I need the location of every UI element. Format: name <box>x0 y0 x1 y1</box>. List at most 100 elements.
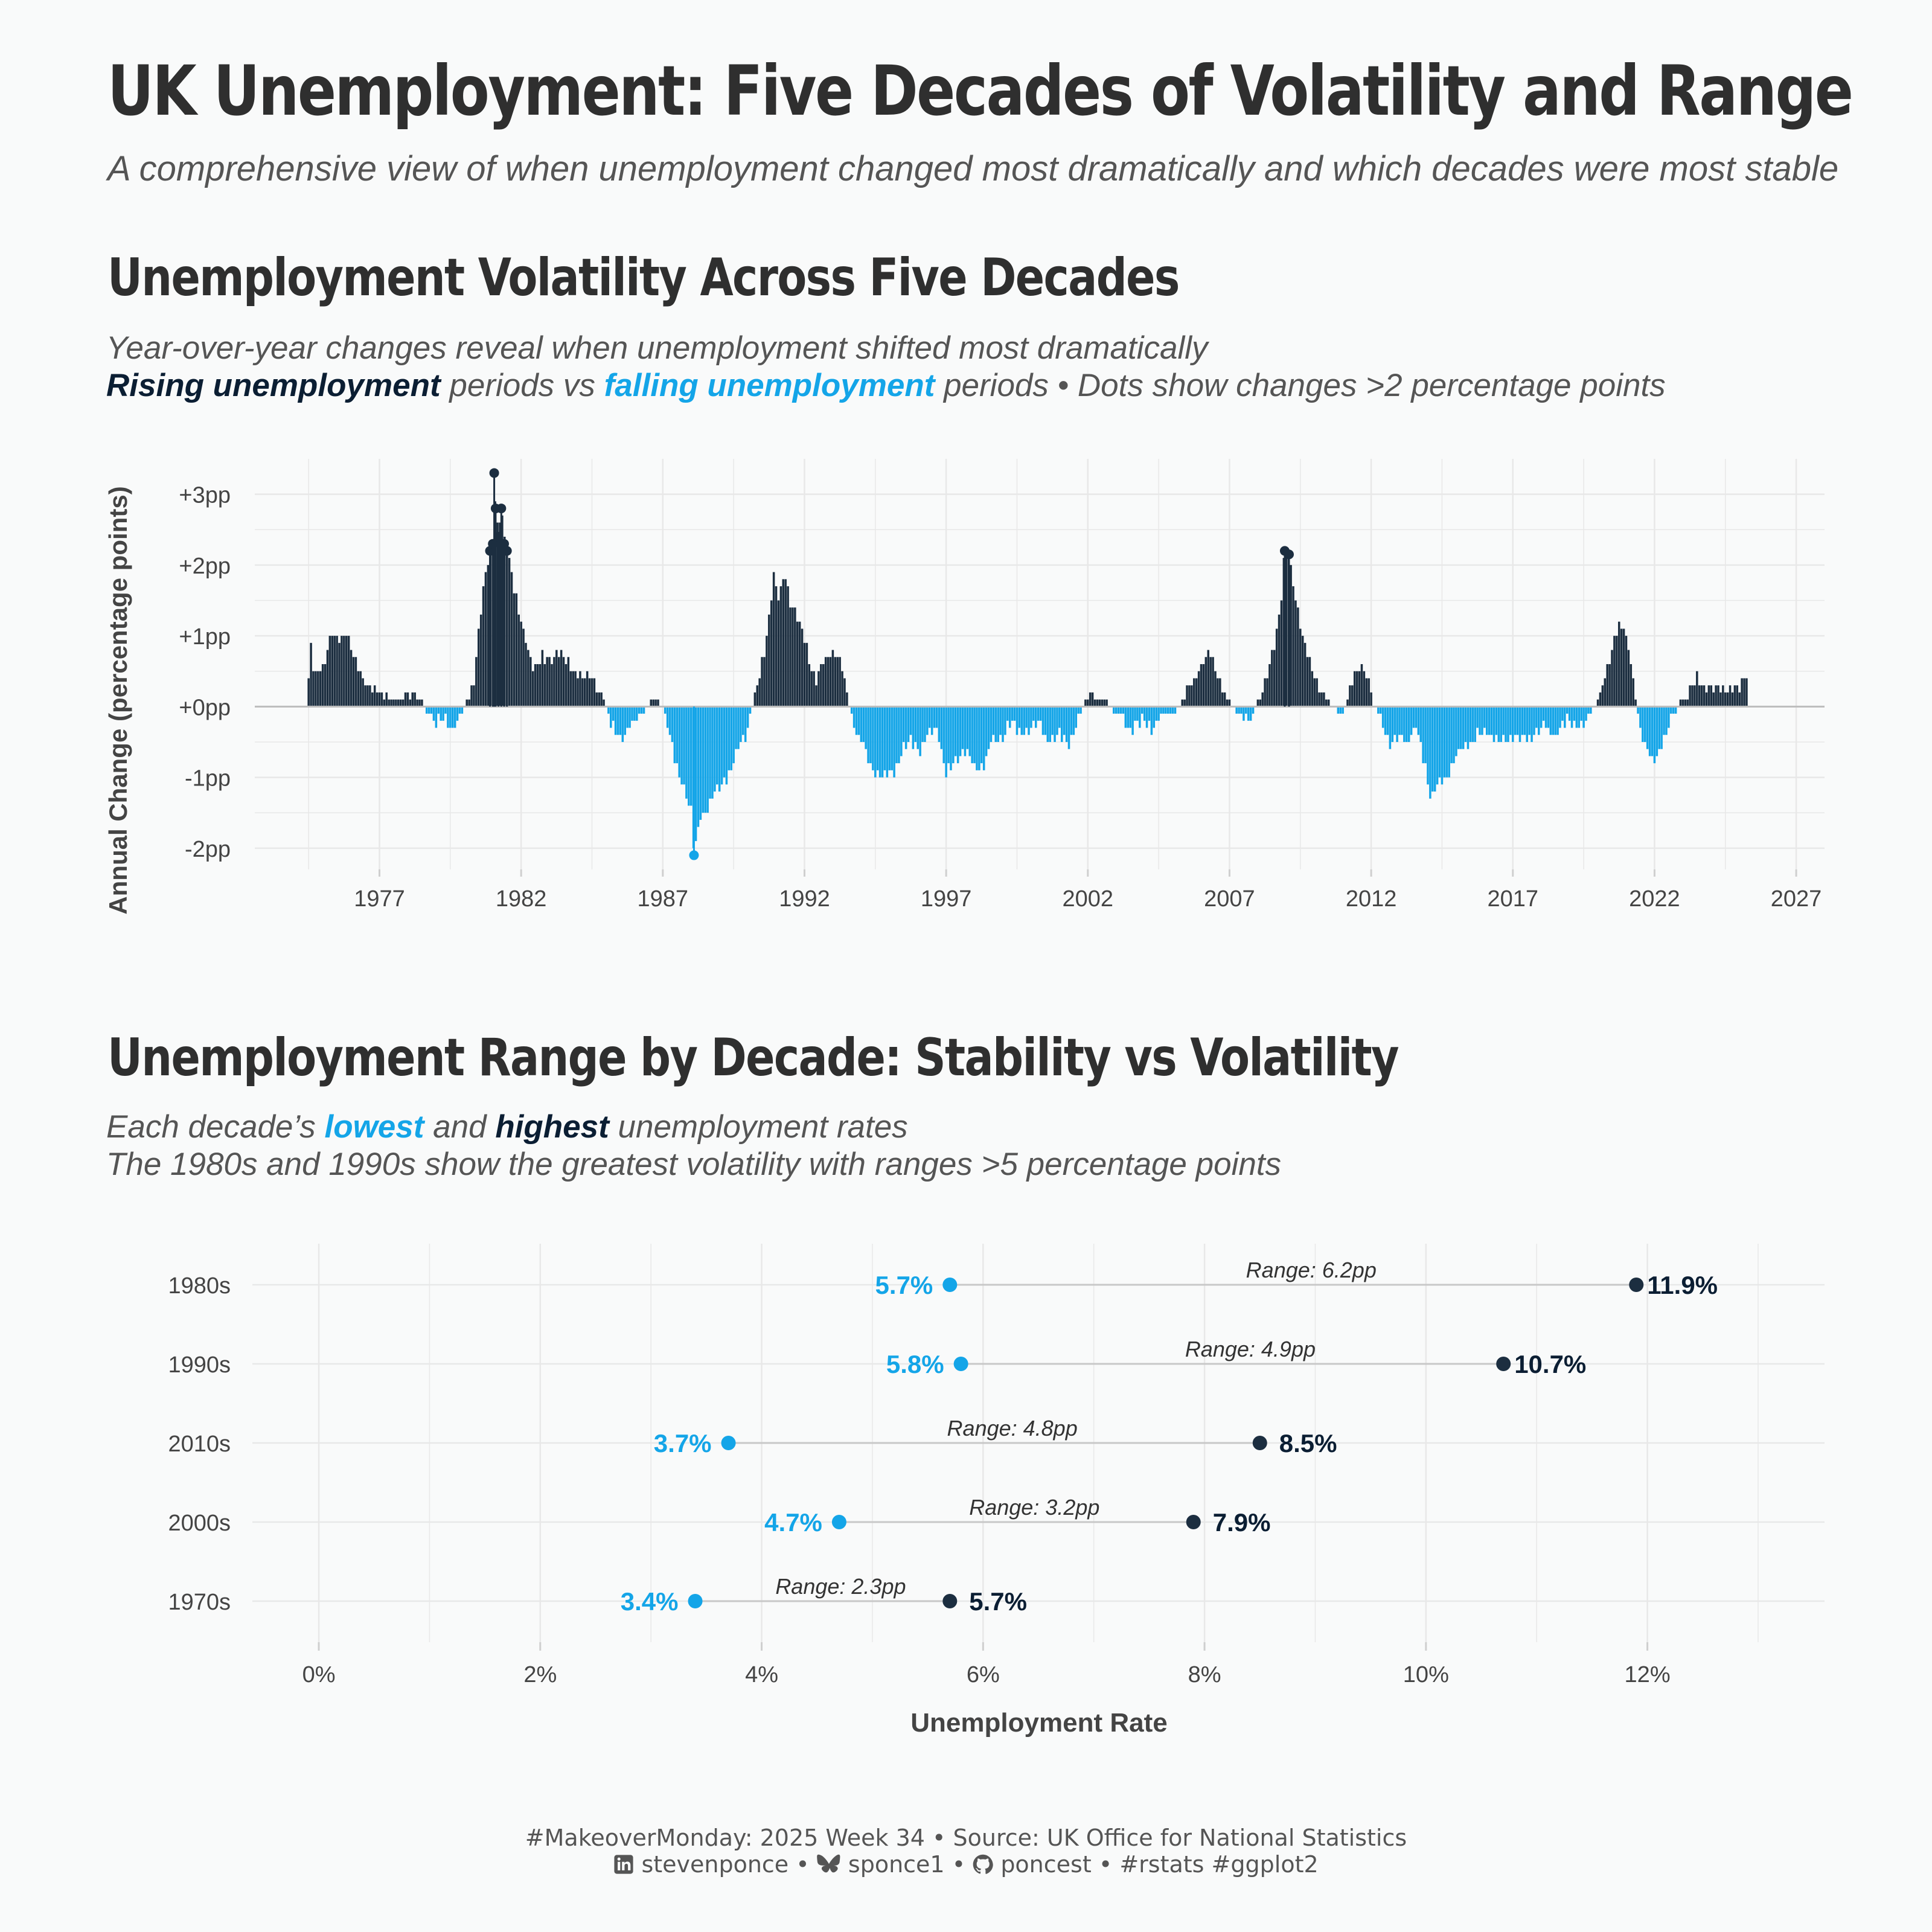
volatility-bar <box>411 692 414 707</box>
volatility-bar <box>562 657 565 707</box>
volatility-bar <box>1710 685 1713 707</box>
volatility-bar <box>517 614 520 707</box>
volatility-bar <box>541 650 544 707</box>
volatility-bar <box>1674 706 1677 714</box>
volatility-bar <box>395 699 397 707</box>
volatility-bar <box>1153 706 1156 728</box>
volatility-bar <box>1275 629 1278 707</box>
volatility-bar <box>1051 706 1054 735</box>
volatility-bar <box>1327 699 1330 707</box>
volatility-bar <box>834 657 837 707</box>
volatility-bar <box>961 706 964 749</box>
volatility-bar <box>1655 706 1659 756</box>
volatility-bar <box>1393 706 1396 735</box>
volatility-bar <box>1271 650 1273 707</box>
volatility-bar <box>876 706 879 770</box>
range-x-tick-label: 6% <box>967 1662 1000 1687</box>
volatility-x-tick-label: 1992 <box>779 886 830 912</box>
volatility-bar <box>1433 706 1436 792</box>
volatility-bar <box>501 515 504 707</box>
volatility-bar <box>1476 706 1479 728</box>
volatility-bar <box>1358 671 1361 707</box>
volatility-bar <box>924 706 926 742</box>
volatility-bar <box>432 706 435 721</box>
legend-rising: Rising unemployment <box>106 368 441 403</box>
volatility-bar <box>881 706 884 778</box>
github-link[interactable]: poncest <box>1000 1851 1092 1878</box>
volatility-bar <box>794 607 796 707</box>
volatility-bar <box>341 636 343 707</box>
volatility-bar <box>843 678 846 707</box>
volatility-bar <box>728 706 731 770</box>
volatility-bar <box>1540 706 1543 728</box>
volatility-bar <box>1665 706 1668 735</box>
volatility-bar <box>1134 706 1136 721</box>
volatility-bar <box>706 706 709 813</box>
bluesky-link[interactable]: sponce1 <box>848 1851 945 1878</box>
volatility-bar <box>1514 706 1517 735</box>
volatility-bar <box>569 671 572 707</box>
range-span-label: Range: 2.3pp <box>775 1574 906 1599</box>
volatility-bar <box>352 657 355 707</box>
volatility-bar <box>1391 706 1394 742</box>
volatility-bar <box>1625 636 1628 707</box>
volatility-bar <box>350 650 353 707</box>
range-span-label: Range: 6.2pp <box>1246 1258 1377 1282</box>
volatility-bar <box>1464 706 1467 742</box>
volatility-bar <box>789 607 792 707</box>
range-high-label: 5.7% <box>969 1587 1027 1616</box>
volatility-bar <box>642 706 645 714</box>
volatility-bar <box>1620 629 1623 707</box>
volatility-bar <box>1091 692 1094 707</box>
volatility-title: Unemployment Volatility Across Five Deca… <box>107 248 1180 308</box>
volatility-dots <box>485 468 1294 860</box>
volatility-bar <box>1668 706 1670 728</box>
linkedin-link[interactable]: stevenponce <box>641 1851 789 1878</box>
volatility-bar <box>1707 685 1710 707</box>
volatility-bar <box>919 706 921 756</box>
volatility-bar <box>477 629 480 707</box>
volatility-bar <box>900 706 903 756</box>
volatility-bar <box>1039 706 1042 721</box>
volatility-bar <box>898 706 900 764</box>
volatility-bar <box>685 706 688 799</box>
volatility-bar <box>1497 706 1500 742</box>
volatility-bar <box>857 706 860 735</box>
range-sub-and: and <box>433 1109 487 1145</box>
volatility-bar <box>1483 706 1486 728</box>
volatility-bar <box>732 706 735 764</box>
volatility-bar <box>689 706 693 806</box>
volatility-bar <box>683 706 685 785</box>
volatility-y-axis-label: Annual Change (percentage points) <box>104 486 132 914</box>
volatility-bar <box>418 699 421 707</box>
volatility-bar <box>621 706 624 742</box>
volatility-bar <box>1032 706 1035 721</box>
volatility-bar <box>1188 685 1191 707</box>
volatility-bar <box>1155 706 1157 721</box>
volatility-bar <box>1691 685 1694 707</box>
volatility-bar <box>581 678 584 707</box>
volatility-bar <box>964 706 967 756</box>
volatility-bar <box>1105 699 1108 707</box>
volatility-bar <box>1113 706 1115 714</box>
volatility-bar <box>668 706 671 735</box>
volatility-bar <box>824 657 827 707</box>
volatility-chart: Annual Change (percentage points) +3pp +2… <box>104 459 1825 915</box>
range-x-tick-label: 12% <box>1625 1662 1671 1687</box>
volatility-bar <box>878 706 881 778</box>
volatility-bar <box>779 586 782 707</box>
volatility-bar <box>565 664 568 707</box>
volatility-bar <box>1346 699 1349 707</box>
volatility-bar <box>886 706 889 778</box>
volatility-bar <box>529 657 532 707</box>
volatility-bar <box>930 706 933 735</box>
volatility-bar <box>560 650 563 707</box>
volatility-bar <box>1644 706 1646 742</box>
range-low-dot <box>721 1436 736 1450</box>
volatility-bar <box>1549 706 1552 735</box>
volatility-bar <box>598 692 600 707</box>
volatility-bar <box>527 650 529 707</box>
volatility-bar <box>694 706 697 842</box>
volatility-bar <box>808 664 811 707</box>
range-span-label: Range: 3.2pp <box>969 1495 1099 1520</box>
